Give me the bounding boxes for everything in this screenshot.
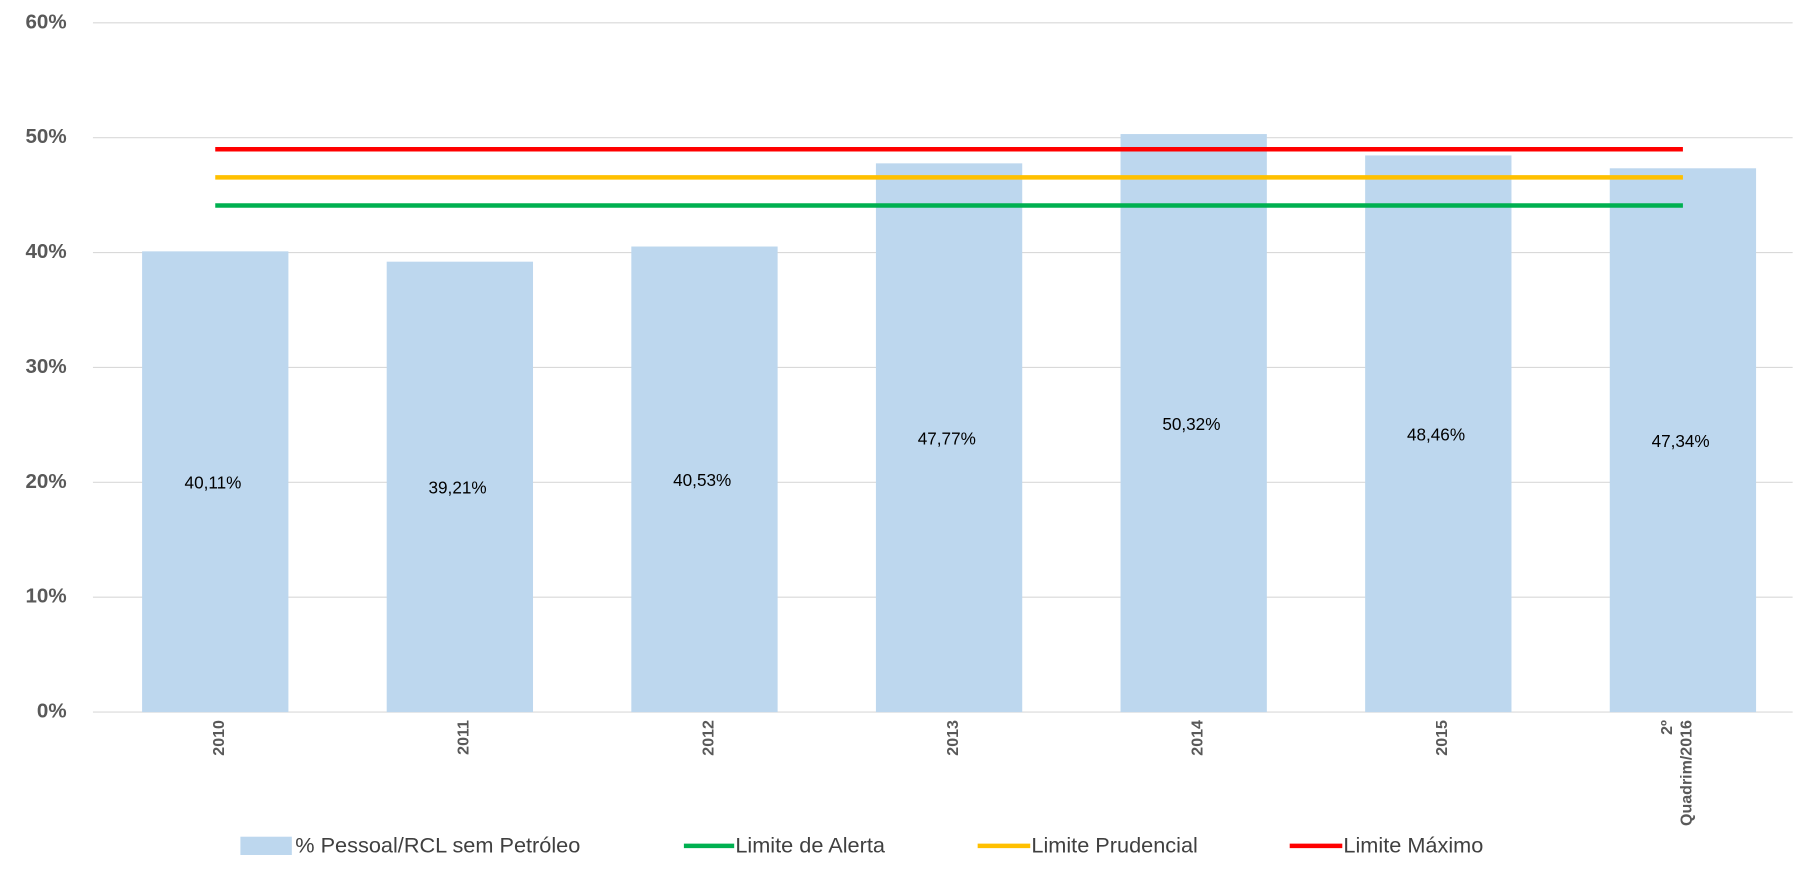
legend-label: Limite Máximo <box>1343 833 1483 858</box>
legend-label: % Pessoal/RCL sem Petróleo <box>295 833 580 858</box>
x-tick-label: 2012 <box>700 720 717 756</box>
bar <box>631 246 778 713</box>
x-tick-label-line: 2º <box>1659 720 1676 735</box>
legend-swatch <box>240 836 292 855</box>
data-label: 47,34% <box>1652 431 1710 451</box>
x-tick-label: 2013 <box>945 720 962 756</box>
x-tick-label-line: Quadrim/2016 <box>1679 720 1696 826</box>
x-tick-label: 2011 <box>456 720 473 755</box>
bar <box>1609 168 1757 713</box>
bar <box>386 261 534 713</box>
data-label: 40,11% <box>185 473 242 493</box>
y-tick-label: 20% <box>25 470 66 493</box>
y-tick-label: 40% <box>25 240 66 263</box>
y-tick-label: 0% <box>37 700 67 723</box>
x-tick-label: 2º Quadrim/2016 <box>1659 720 1695 826</box>
bar <box>142 251 289 713</box>
x-tick-label: 2015 <box>1434 720 1451 756</box>
x-tick-label: 2010 <box>211 720 228 756</box>
data-label: 39,21% <box>429 478 487 498</box>
data-label: 40,53% <box>673 470 731 490</box>
x-tick-label: 2014 <box>1189 720 1206 756</box>
y-tick-label: 30% <box>25 355 66 378</box>
bar <box>1365 155 1512 713</box>
legend-label: Limite de Alerta <box>735 833 886 858</box>
legend-label: Limite Prudencial <box>1031 833 1197 858</box>
data-label: 47,77% <box>918 429 976 449</box>
bar <box>875 163 1023 713</box>
data-label: 48,46% <box>1407 425 1465 445</box>
bar <box>1120 134 1267 713</box>
y-tick-label: 50% <box>25 125 66 148</box>
y-tick-label: 10% <box>25 585 66 608</box>
y-tick-label: 60% <box>25 10 66 33</box>
data-label: 50,32% <box>1162 414 1220 434</box>
